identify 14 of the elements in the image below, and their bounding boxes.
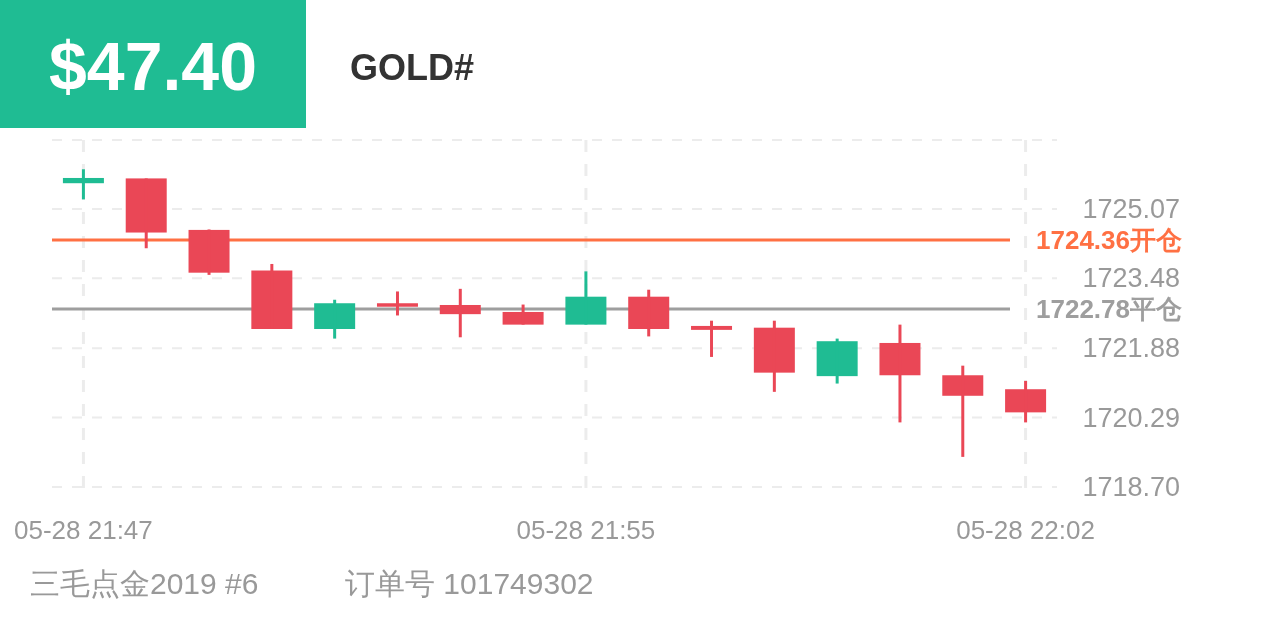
y-tick-label: 1721.88	[1082, 333, 1180, 364]
text: 订单号 101749302	[345, 567, 594, 600]
y-tick-label: 1723.48	[1082, 263, 1180, 294]
text: 三毛点金2019 #6	[30, 567, 259, 600]
y-tick-label: 1725.07	[1082, 193, 1180, 224]
ref-line-label: 1722.78平仓	[1036, 293, 1182, 324]
x-tick-label: 05-28 21:55	[516, 515, 656, 545]
x-tick-label: 05-28 21:47	[14, 515, 153, 545]
chart-subtitle: $47.40	[49, 28, 257, 104]
x-tick-label: 05-28 22:02	[956, 515, 1095, 545]
ref-line-label: 1724.36开仓	[1036, 224, 1182, 255]
y-tick-label: 1718.70	[1082, 472, 1180, 502]
y-tick-label: 1720.29	[1082, 402, 1180, 433]
chart-title: GOLD#	[350, 47, 475, 88]
